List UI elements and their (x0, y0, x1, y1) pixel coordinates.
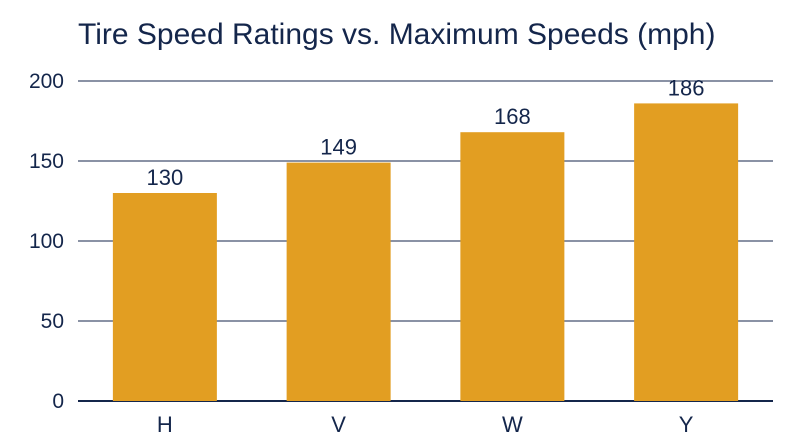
x-tick-label: Y (679, 412, 694, 437)
data-label: 130 (147, 165, 184, 190)
y-tick-label: 100 (29, 230, 64, 253)
y-tick-label: 50 (41, 310, 64, 333)
y-tick-label: 0 (52, 390, 64, 413)
x-tick-label: V (331, 412, 346, 437)
bar (286, 162, 391, 401)
y-tick-label: 200 (29, 70, 64, 93)
data-label: 149 (320, 135, 357, 160)
chart-title: Tire Speed Ratings vs. Maximum Speeds (m… (78, 18, 716, 51)
x-tick-label: H (157, 412, 173, 437)
y-tick-label: 150 (29, 150, 64, 173)
bar (112, 193, 217, 401)
data-label: 168 (494, 104, 531, 129)
data-label: 186 (668, 75, 705, 100)
bar (634, 103, 739, 402)
x-tick-label: W (502, 412, 523, 437)
bar (460, 132, 565, 401)
